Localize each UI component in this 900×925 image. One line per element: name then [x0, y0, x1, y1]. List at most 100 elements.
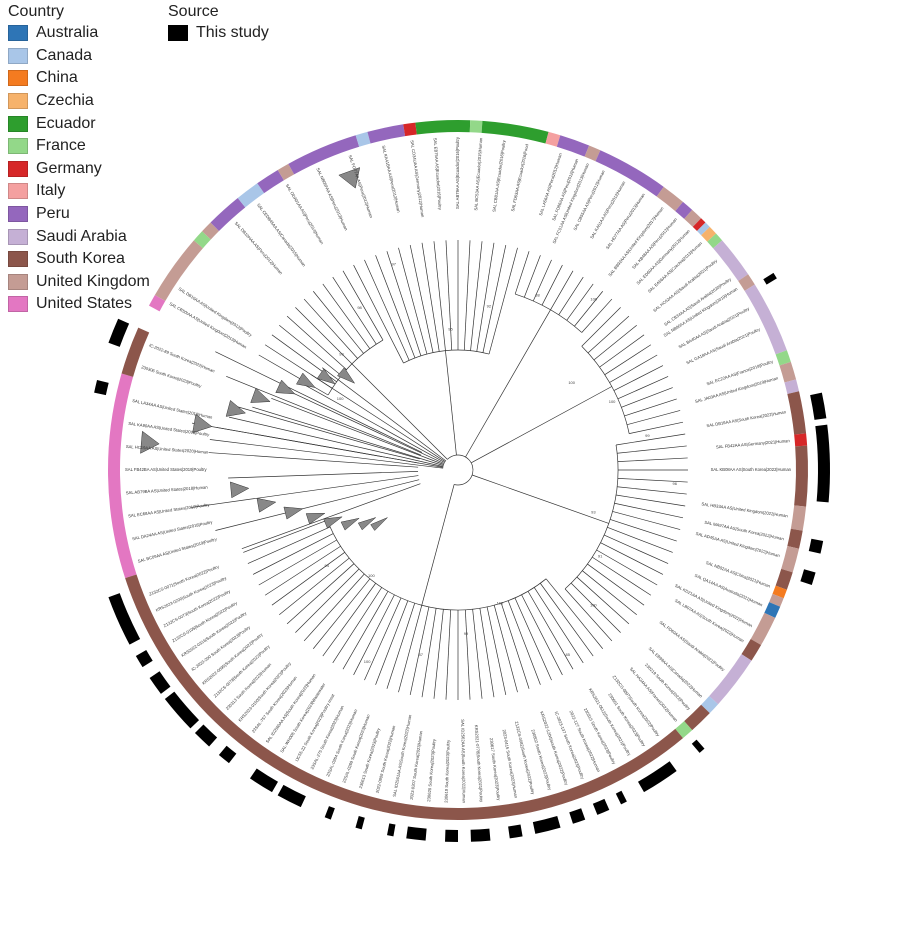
tree-branch [386, 603, 416, 689]
tree-branch [311, 374, 446, 463]
tree-branch [614, 502, 684, 519]
country-legend-row: Ecuador [8, 112, 150, 135]
tree-branch [604, 344, 652, 375]
tip-label: SAL FB42BA AS|United States|2019|Poultry [125, 467, 207, 472]
tree-branch [295, 307, 353, 365]
tip-label: SAL JA03AA AS|United Kingdom|2019|Human [694, 375, 779, 404]
source-legend-label: This study [196, 24, 269, 42]
country-legend-row: Saudi Arabia [8, 225, 150, 248]
tree-branch [433, 609, 444, 699]
country-legend-row: Germany [8, 158, 150, 181]
tree-branch [236, 406, 420, 460]
tree-branch [613, 365, 664, 391]
collapsed-clade-triangle [140, 430, 160, 454]
this-study-marker [218, 745, 237, 764]
country-legend-swatch [8, 251, 28, 268]
tree-branch [252, 406, 444, 466]
country-legend-row: South Korea [8, 248, 150, 271]
bootstrap-value: 100 [590, 603, 597, 608]
country-ring-segment [237, 183, 265, 208]
source-legend-title: Source [168, 3, 219, 20]
bootstrap-values: 100 99 98 97 95 92 88 100 100 100 99 96 93 91 100 85 100… [325, 262, 678, 665]
collapsed-clades [140, 167, 388, 531]
tree-branch [286, 563, 355, 625]
collapsed-clade-triangle [337, 367, 356, 384]
tree-branch [472, 474, 609, 524]
this-study-marker [800, 569, 816, 585]
tree-branch [295, 568, 360, 633]
country-ring-segment [701, 696, 719, 714]
tip-label: SAL HC19AA AS|United States|2020|Human [126, 444, 210, 455]
tip-label: 23SAL-275 South Korea|2023|Human [309, 704, 345, 770]
country-ring-segment [595, 150, 664, 197]
tree-branch [550, 270, 574, 310]
country-ring-segment [772, 585, 787, 599]
this-study-marker [569, 808, 586, 824]
bootstrap-value: 100 [590, 297, 597, 302]
this-study-marker [249, 768, 278, 793]
country-ring-segment [741, 639, 762, 661]
this-study-marker [406, 826, 427, 841]
country-ring-segment [125, 574, 683, 820]
country-ring-segment [154, 240, 203, 301]
country-legend-label: United Kingdom [36, 272, 150, 290]
bootstrap-value: 88 [535, 292, 540, 297]
country-ring-segment [787, 391, 807, 435]
tip-label: SAL KB08AA AS|South Korea|2022|Human [711, 467, 792, 472]
tree-branch [332, 276, 377, 345]
country-legend-list: Australia Canada China Czechia Ecuador France… [8, 22, 150, 316]
country-ring-segment [769, 593, 784, 607]
tip-label: SAL CD34UAA AS|Germany|2012|Human [410, 140, 426, 218]
country-legend-swatch [8, 93, 28, 110]
bootstrap-value: 96 [672, 481, 677, 486]
tree-branch [617, 445, 687, 454]
collapsed-clade-triangle [296, 372, 316, 388]
this-study-marker [108, 593, 141, 645]
tip-label: IC-2023-137 South Korea|2023|Poultry [554, 711, 586, 781]
country-ring-segment [684, 704, 710, 731]
country-ring-segment [684, 209, 702, 227]
country-ring [107, 120, 808, 820]
country-ring-segment [355, 131, 371, 147]
country-ring-segment [692, 218, 706, 231]
tree-branch [258, 539, 337, 586]
country-legend-swatch [8, 273, 28, 290]
tip-label: SAL FO77AA AS|Peru|2012|Human [348, 154, 374, 219]
country-ring-segment [790, 505, 807, 531]
collapsed-clade-triangle [316, 368, 336, 385]
tip-label: 230306 South Korea|2023|Poultry [141, 364, 203, 388]
country-ring-segment [210, 197, 246, 231]
tree-branch [421, 242, 440, 352]
tree-branch [445, 609, 452, 700]
tree-arc [447, 454, 474, 486]
tree-branch [479, 608, 495, 698]
bootstrap-value: 92 [487, 304, 492, 309]
bootstrap-value: 97 [392, 262, 397, 267]
country-legend-row: United States [8, 293, 150, 316]
country-ring-segment [403, 122, 417, 137]
this-study-marker [277, 784, 306, 808]
tree-branch [409, 244, 434, 353]
tree-branch [421, 608, 437, 698]
tree-branch [364, 259, 410, 361]
tree-branch [398, 605, 423, 693]
tip-label: 2023-0415 South Korea|2023|Human [502, 729, 519, 799]
country-legend-row: Peru [8, 203, 150, 226]
country-ring-segment [784, 379, 800, 394]
tree-branch [463, 240, 471, 351]
tree-branch [375, 600, 409, 685]
tip-label: SAL BC53AA AS|Ecuador|2015|Human [473, 137, 483, 211]
country-ring-segment [415, 120, 471, 135]
tree-branch [445, 240, 453, 351]
tree-branch [582, 570, 637, 616]
country-ring-segment [794, 433, 808, 447]
bootstrap-value: 98 [357, 305, 362, 310]
tree-branch [312, 578, 371, 649]
this-study-marker [815, 424, 830, 503]
tip-label: 230619 South Korea|2023|Poultry [443, 739, 450, 803]
this-study-marker [445, 829, 458, 842]
country-legend-label: Ecuador [36, 114, 96, 132]
tip-label: 2022-127 South Korea|2022|Human [568, 710, 601, 774]
country-legend-label: China [36, 69, 78, 87]
tree-branch [564, 588, 613, 642]
